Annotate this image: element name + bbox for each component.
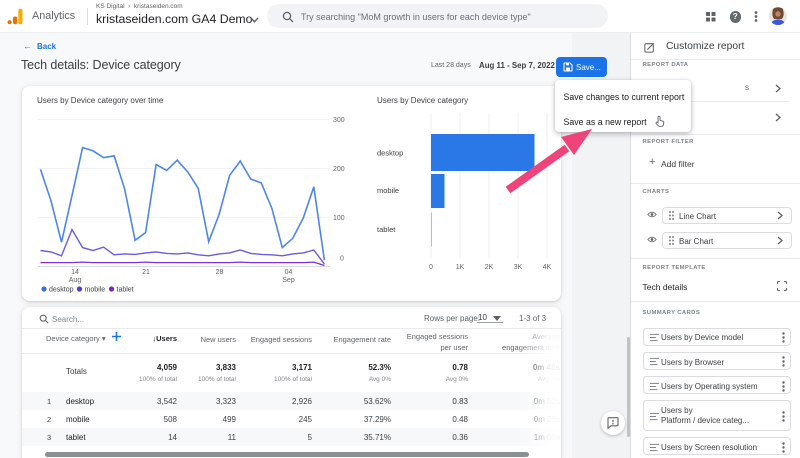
svg-text:28: 28 [216,269,224,276]
svg-text:desktop: desktop [377,149,403,158]
svg-text:300: 300 [333,117,345,124]
svg-text:3K: 3K [514,264,523,271]
svg-text:200: 200 [333,166,345,173]
svg-text:mobile: mobile [85,287,106,294]
svg-text:Sep: Sep [282,277,295,284]
svg-text:mobile: mobile [377,186,399,195]
svg-text:tablet: tablet [117,287,134,294]
svg-text:04: 04 [285,269,293,276]
svg-text:100: 100 [333,215,345,222]
svg-text:21: 21 [142,269,150,276]
svg-text:2K: 2K [485,264,494,271]
svg-text:1K: 1K [456,264,465,271]
svg-text:desktop: desktop [49,287,74,294]
svg-text:0: 0 [429,264,433,271]
svg-text:0: 0 [340,256,344,263]
svg-text:tablet: tablet [377,225,396,234]
svg-text:4K: 4K [543,264,552,271]
svg-text:Aug: Aug [69,277,82,284]
svg-text:14: 14 [71,269,79,276]
